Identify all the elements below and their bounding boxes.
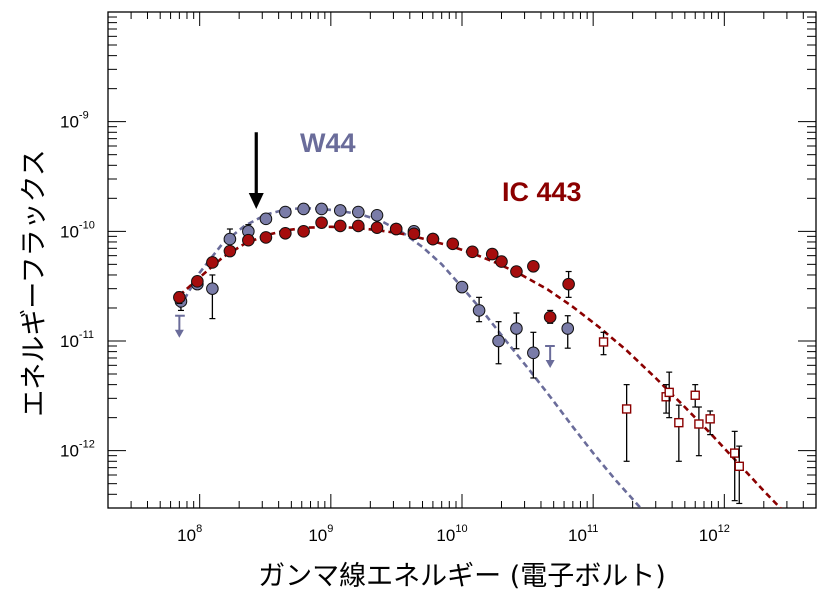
data-point-ic443 bbox=[446, 237, 460, 251]
data-point-open-ic443 bbox=[674, 417, 684, 428]
x-tick-base: 10 bbox=[177, 526, 196, 545]
x-tick-label: 108 bbox=[177, 523, 202, 545]
data-point-ic443 bbox=[173, 291, 186, 304]
y-tick-label: 10-11 bbox=[60, 329, 94, 351]
model-curve-w44 bbox=[178, 206, 642, 508]
data-point-w44 bbox=[279, 205, 292, 219]
data-point-w44 bbox=[259, 212, 273, 226]
series-label-ic443: IC 443 bbox=[502, 177, 582, 207]
data-point-w44 bbox=[352, 205, 365, 219]
data-point-ic443 bbox=[279, 226, 292, 240]
data-point-ic443 bbox=[352, 219, 365, 233]
x-tick-label: 1012 bbox=[699, 523, 730, 545]
x-tick-exponent: 9 bbox=[327, 523, 333, 535]
data-point-ic443 bbox=[191, 275, 204, 288]
data-point-ic443 bbox=[297, 225, 310, 238]
data-point-ic443 bbox=[259, 231, 273, 244]
x-axis-title: ガンマ線エネルギー (電子ボルト) bbox=[258, 561, 666, 592]
x-tick-exponent: 8 bbox=[196, 523, 202, 535]
data-point-ic443 bbox=[223, 244, 237, 258]
y-tick-exponent: -11 bbox=[79, 329, 94, 341]
data-point-open-ic443 bbox=[690, 390, 700, 400]
data-point-w44 bbox=[492, 334, 505, 348]
data-point-ic443 bbox=[370, 221, 384, 234]
data-point-ic443 bbox=[510, 265, 523, 278]
x-tick-base: 10 bbox=[436, 526, 455, 545]
y-tick-base: 10 bbox=[60, 442, 79, 461]
x-tick-label: 1011 bbox=[568, 523, 598, 545]
data-point-open-ic443 bbox=[621, 404, 632, 414]
data-point-ic443 bbox=[562, 277, 575, 291]
data-point-w44 bbox=[527, 346, 540, 360]
x-tick-label: 1010 bbox=[436, 523, 467, 545]
data-point-w44 bbox=[297, 202, 310, 216]
y-tick-label: 10-10 bbox=[60, 219, 95, 241]
data-point-w44 bbox=[510, 322, 523, 335]
y-tick-exponent: -10 bbox=[79, 219, 95, 231]
data-point-ic443 bbox=[407, 227, 421, 241]
y-tick-exponent: -12 bbox=[79, 439, 95, 451]
data-point-w44 bbox=[223, 232, 237, 246]
x-tick-base: 10 bbox=[699, 526, 718, 545]
x-tick-label: 109 bbox=[308, 523, 333, 545]
data-point-ic443 bbox=[333, 219, 347, 233]
y-tick-base: 10 bbox=[60, 113, 79, 132]
x-tick-exponent: 10 bbox=[455, 523, 467, 535]
x-tick-base: 10 bbox=[568, 526, 587, 545]
data-point-open-ic443 bbox=[664, 387, 674, 398]
annotation-arrow-head bbox=[248, 192, 264, 209]
y-axis-title: エネルギーフラックス bbox=[19, 149, 50, 417]
data-point-w44 bbox=[206, 282, 219, 295]
y-tick-base: 10 bbox=[60, 222, 79, 241]
y-tick-label: 10-12 bbox=[60, 439, 95, 461]
x-tick-exponent: 12 bbox=[718, 523, 730, 535]
data-point-ic443 bbox=[426, 232, 440, 246]
data-point-ic443 bbox=[527, 259, 540, 273]
data-point-ic443 bbox=[543, 310, 557, 324]
y-tick-label: 10-9 bbox=[60, 110, 89, 132]
data-point-ic443 bbox=[495, 255, 508, 268]
x-tick-exponent: 11 bbox=[587, 523, 598, 535]
data-point-w44 bbox=[561, 322, 575, 335]
model-curve-ic443 bbox=[178, 225, 783, 508]
upper-limit-arrow-w44 bbox=[545, 360, 555, 369]
data-point-w44 bbox=[455, 280, 469, 294]
data-point-ic443 bbox=[242, 233, 255, 247]
upper-limit-arrow-w44 bbox=[174, 329, 184, 338]
data-point-ic443 bbox=[466, 245, 479, 259]
data-point-ic443 bbox=[206, 256, 219, 269]
y-tick-exponent: -9 bbox=[79, 110, 89, 122]
data-point-w44 bbox=[315, 202, 328, 216]
data-point-open-ic443 bbox=[598, 337, 609, 347]
x-tick-base: 10 bbox=[308, 526, 327, 545]
series-label-w44: W44 bbox=[300, 128, 356, 158]
data-point-open-ic443 bbox=[705, 414, 715, 424]
data-point-open-ic443 bbox=[730, 448, 740, 458]
data-point-open-ic443 bbox=[734, 461, 744, 472]
data-point-w44 bbox=[370, 209, 384, 222]
y-tick-base: 10 bbox=[60, 332, 79, 351]
data-point-ic443 bbox=[485, 247, 499, 261]
data-point-open-ic443 bbox=[694, 419, 704, 429]
data-point-ic443 bbox=[315, 216, 328, 229]
data-point-w44 bbox=[472, 304, 486, 317]
data-point-ic443 bbox=[389, 222, 403, 236]
data-point-w44 bbox=[333, 204, 347, 217]
